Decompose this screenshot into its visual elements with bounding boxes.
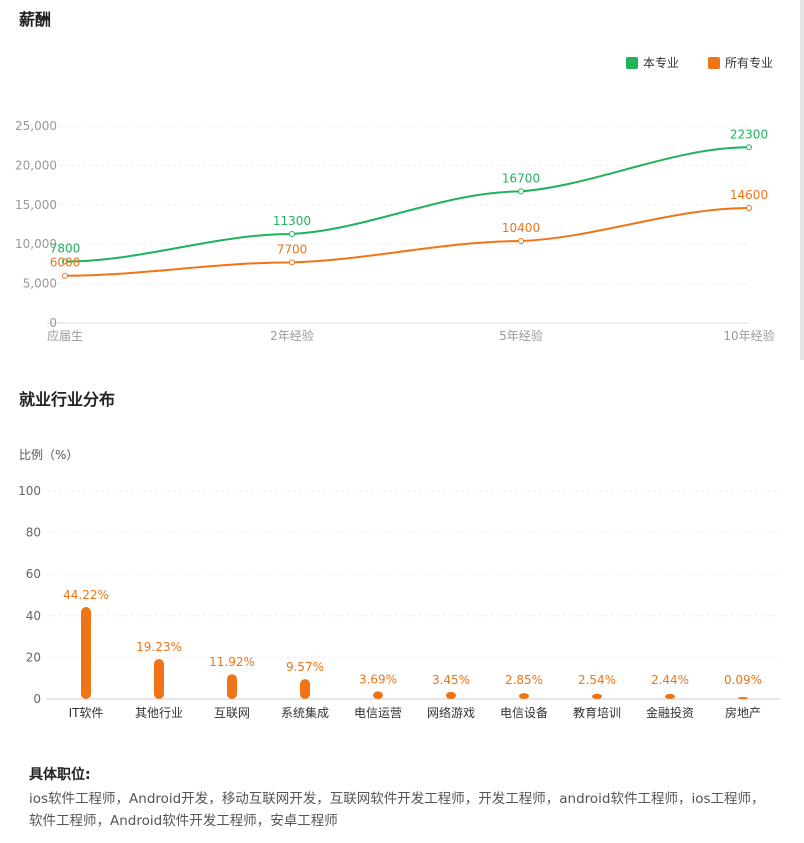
industry-bar-chart: 比例（%） 0 20 40 60 80 100 44.22% IT软件 19.23% 其他行业 11.… xyxy=(18,448,780,720)
legend-item-major[interactable]: 本专业 xyxy=(626,54,679,71)
y-axis-label: 比例（%） xyxy=(19,448,78,462)
y-tick-label: 25,000 xyxy=(15,119,57,133)
data-label: 11300 xyxy=(273,214,311,228)
bar xyxy=(519,693,529,699)
bar xyxy=(738,697,748,699)
data-point xyxy=(62,258,68,265)
bar xyxy=(227,674,237,699)
legend-swatch xyxy=(708,56,720,69)
y-tick-label: 80 xyxy=(26,526,41,540)
bar-value-label: 11.92% xyxy=(209,655,255,669)
data-label: 22300 xyxy=(730,127,768,141)
y-tick-label: 20 xyxy=(26,650,41,664)
bar-value-label: 19.23% xyxy=(136,640,182,654)
data-point xyxy=(746,204,752,211)
data-point xyxy=(518,238,524,245)
salary-line-chart: 0 5,000 10,000 15,000 20,000 25,000 应届生 2年经验 5年经… xyxy=(15,119,775,343)
data-label: 6000 xyxy=(50,256,81,270)
bar-value-label: 9.57% xyxy=(286,660,324,674)
bar-value-label: 2.85% xyxy=(505,673,543,687)
bar xyxy=(81,607,91,699)
series-line-1 xyxy=(64,206,750,277)
bar xyxy=(592,693,602,699)
data-label: 7700 xyxy=(277,242,308,256)
series-line-0 xyxy=(64,146,750,263)
bar xyxy=(446,691,456,699)
y-tick-label: 0 xyxy=(33,692,41,706)
data-point xyxy=(62,272,68,279)
x-tick-label: 教育培训 xyxy=(573,705,621,720)
legend-label: 所有专业 xyxy=(725,56,774,70)
data-label: 10400 xyxy=(502,221,540,235)
x-tick-label: 5年经验 xyxy=(499,328,543,343)
bar-value-label: 3.69% xyxy=(359,672,397,686)
x-tick-label: 电信运营 xyxy=(354,706,402,720)
y-tick-label: 5,000 xyxy=(23,277,57,291)
bar-value-label: 3.45% xyxy=(432,673,470,687)
data-label: 16700 xyxy=(502,171,540,185)
x-tick-label: 电信设备 xyxy=(500,706,548,720)
legend-item-all[interactable]: 所有专业 xyxy=(708,54,773,71)
data-label: 14600 xyxy=(730,188,768,202)
x-tick-label: 应届生 xyxy=(47,328,83,343)
bar-value-label: 44.22% xyxy=(63,588,109,602)
bar-value-label: 0.09% xyxy=(724,673,762,687)
x-tick-label: 2年经验 xyxy=(270,328,314,343)
y-tick-label: 0 xyxy=(49,316,57,330)
industry-title: 就业行业分布 xyxy=(19,390,116,409)
y-tick-label: 10,000 xyxy=(15,237,57,251)
bar xyxy=(665,693,675,699)
legend-swatch xyxy=(626,56,638,69)
x-tick-label: 系统集成 xyxy=(281,705,329,720)
y-tick-label: 15,000 xyxy=(15,198,57,212)
y-tick-label: 100 xyxy=(18,484,41,498)
data-point xyxy=(289,230,295,237)
x-tick-label: 其他行业 xyxy=(135,706,183,720)
positions-text: ios软件工程师，Android开发，移动互联网开发，互联网软件开发工程师，开发… xyxy=(29,791,765,829)
bar xyxy=(373,691,383,699)
x-tick-label: 网络游戏 xyxy=(427,705,475,720)
bar xyxy=(154,659,164,699)
salary-title: 薪酬 xyxy=(19,10,52,29)
bar xyxy=(300,679,310,699)
data-label: 7800 xyxy=(50,242,81,256)
x-tick-label: 10年经验 xyxy=(723,328,774,343)
x-tick-label: IT软件 xyxy=(69,706,104,720)
x-tick-label: 互联网 xyxy=(214,706,250,720)
legend-label: 本专业 xyxy=(643,56,680,70)
bar-value-label: 2.44% xyxy=(651,673,689,687)
y-tick-label: 20,000 xyxy=(15,158,57,172)
y-tick-label: 60 xyxy=(26,567,41,581)
data-point xyxy=(746,144,752,151)
bar-value-label: 2.54% xyxy=(578,673,616,687)
scrollbar[interactable] xyxy=(800,0,804,360)
data-point xyxy=(289,259,295,266)
y-tick-label: 40 xyxy=(26,609,41,623)
x-tick-label: 房地产 xyxy=(725,705,761,720)
positions-label: 具体职位: xyxy=(29,767,91,783)
x-tick-label: 金融投资 xyxy=(646,705,694,720)
data-point xyxy=(518,188,524,195)
